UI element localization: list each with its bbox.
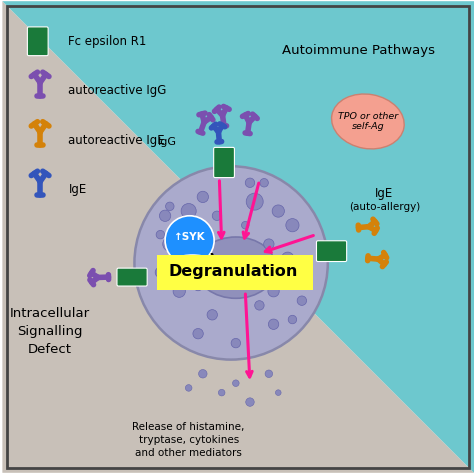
Circle shape xyxy=(165,202,174,210)
Ellipse shape xyxy=(332,94,404,149)
Circle shape xyxy=(275,390,281,395)
Circle shape xyxy=(268,319,279,329)
Circle shape xyxy=(272,205,284,217)
Circle shape xyxy=(245,178,255,188)
Circle shape xyxy=(260,179,268,187)
Circle shape xyxy=(255,301,264,310)
Text: Intracellular
Signalling
Defect: Intracellular Signalling Defect xyxy=(9,307,90,356)
Text: Autoimmune Pathways: Autoimmune Pathways xyxy=(282,44,435,57)
Text: IgE: IgE xyxy=(68,183,87,196)
Circle shape xyxy=(246,193,263,210)
Circle shape xyxy=(194,283,202,291)
Circle shape xyxy=(212,211,222,220)
Circle shape xyxy=(156,230,164,239)
Text: Fc epsilon R1: Fc epsilon R1 xyxy=(68,35,147,48)
Circle shape xyxy=(165,216,214,265)
Text: TPO or other: TPO or other xyxy=(338,112,398,121)
Text: IgG: IgG xyxy=(158,137,177,147)
Circle shape xyxy=(288,277,297,286)
Circle shape xyxy=(181,203,196,219)
Circle shape xyxy=(185,384,192,391)
Circle shape xyxy=(282,252,294,264)
FancyBboxPatch shape xyxy=(156,255,313,290)
Ellipse shape xyxy=(169,255,216,275)
FancyBboxPatch shape xyxy=(317,241,346,262)
Circle shape xyxy=(286,219,299,232)
Circle shape xyxy=(182,243,195,255)
Circle shape xyxy=(179,216,189,225)
Circle shape xyxy=(193,328,203,339)
Circle shape xyxy=(207,310,218,320)
Text: ↑SYK: ↑SYK xyxy=(174,232,205,242)
Circle shape xyxy=(135,166,328,360)
Circle shape xyxy=(197,191,209,202)
Circle shape xyxy=(264,239,274,249)
Circle shape xyxy=(241,221,249,229)
Text: autoreactive IgE: autoreactive IgE xyxy=(68,134,165,147)
Circle shape xyxy=(233,380,239,386)
Circle shape xyxy=(268,285,279,297)
Circle shape xyxy=(219,389,225,396)
Circle shape xyxy=(297,296,307,305)
FancyBboxPatch shape xyxy=(214,147,235,178)
Circle shape xyxy=(159,210,171,221)
Circle shape xyxy=(202,229,213,240)
Circle shape xyxy=(155,267,165,278)
FancyBboxPatch shape xyxy=(27,27,48,55)
Text: ↓SHIP: ↓SHIP xyxy=(174,260,210,270)
Circle shape xyxy=(199,370,207,378)
Circle shape xyxy=(246,398,254,406)
Circle shape xyxy=(173,285,185,297)
Circle shape xyxy=(265,370,273,378)
Text: (auto-allergy): (auto-allergy) xyxy=(349,201,420,212)
Circle shape xyxy=(288,315,297,324)
FancyBboxPatch shape xyxy=(117,268,147,286)
Text: Degranulation: Degranulation xyxy=(169,264,298,279)
Ellipse shape xyxy=(196,237,276,298)
Circle shape xyxy=(231,338,240,348)
Text: IgE: IgE xyxy=(375,187,393,200)
Text: autoreactive IgG: autoreactive IgG xyxy=(68,84,167,97)
Circle shape xyxy=(163,237,177,251)
Text: self-Ag: self-Ag xyxy=(352,122,384,131)
Text: Release of histamine,
tryptase, cytokines
and other mediators: Release of histamine, tryptase, cytokine… xyxy=(132,422,245,458)
